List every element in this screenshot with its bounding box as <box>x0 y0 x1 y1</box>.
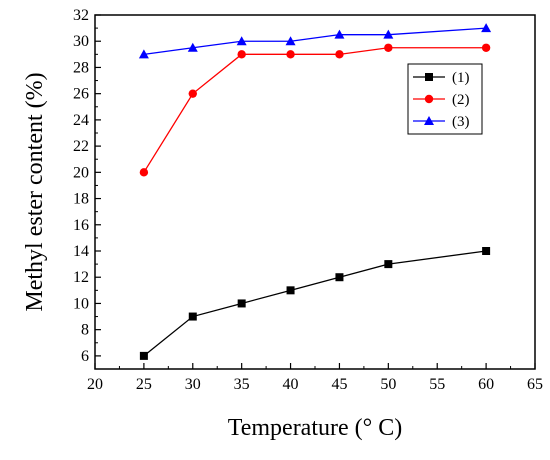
data-point <box>481 23 492 33</box>
legend: (1) (2) (3) <box>407 63 483 135</box>
y-tick-label: 16 <box>73 217 89 234</box>
series-2 <box>139 43 491 177</box>
x-tick-label: 55 <box>429 376 445 393</box>
y-tick-label: 10 <box>73 295 89 312</box>
data-point <box>286 286 295 295</box>
data-point <box>384 260 393 269</box>
legend-marker <box>424 94 434 104</box>
data-point <box>335 273 344 282</box>
x-tick-label: 45 <box>331 376 347 393</box>
data-point <box>236 36 247 46</box>
x-tick-label: 40 <box>283 376 299 393</box>
data-point <box>237 299 246 308</box>
series-3 <box>138 23 492 59</box>
x-tick-label: 30 <box>185 376 201 393</box>
x-tick-label: 60 <box>478 376 494 393</box>
data-point <box>481 43 491 52</box>
x-tick-label: 20 <box>87 376 103 393</box>
data-point <box>187 42 198 52</box>
data-point <box>335 50 344 59</box>
x-axis-title: Temperature (° C) <box>228 415 403 441</box>
data-point <box>286 50 295 59</box>
data-point <box>139 351 148 360</box>
legend-marker <box>425 73 433 81</box>
legend-label: (1) <box>452 70 470 86</box>
data-point <box>334 29 345 39</box>
y-tick-label: 20 <box>73 164 89 181</box>
x-tick-label: 25 <box>136 376 152 393</box>
data-point <box>188 89 197 98</box>
data-point <box>285 36 296 46</box>
data-point <box>188 312 197 321</box>
y-tick-label: 32 <box>73 7 89 24</box>
series-group <box>138 23 492 360</box>
y-axis-title: Methyl ester content (%) <box>22 72 48 311</box>
axis-ticks: 20 25 30 35 40 45 50 55 60 65 6 8 10 12 14 16 18 20 22 24 26… <box>73 7 543 393</box>
y-tick-label: 28 <box>73 59 89 76</box>
data-point <box>138 49 149 59</box>
x-tick-label: 35 <box>234 376 250 393</box>
y-tick-label: 8 <box>81 322 89 339</box>
series-1 <box>139 247 491 360</box>
legend-label: (3) <box>452 114 470 130</box>
x-tick-label: 65 <box>527 376 543 393</box>
data-point <box>482 247 491 255</box>
y-tick-label: 30 <box>73 33 89 50</box>
data-point <box>384 43 393 52</box>
y-tick-label: 12 <box>73 269 89 286</box>
y-tick-label: 18 <box>73 191 89 208</box>
legend-marker <box>424 116 434 125</box>
data-point <box>383 29 394 39</box>
legend-label: (2) <box>452 92 470 108</box>
y-tick-label: 6 <box>81 348 89 365</box>
y-tick-label: 26 <box>73 86 89 103</box>
x-tick-label: 50 <box>380 376 396 393</box>
y-tick-label: 14 <box>73 243 89 260</box>
series-line <box>143 250 487 357</box>
data-point <box>139 168 149 177</box>
y-tick-label: 24 <box>73 112 89 129</box>
data-point <box>237 50 246 59</box>
y-tick-label: 22 <box>73 138 89 155</box>
